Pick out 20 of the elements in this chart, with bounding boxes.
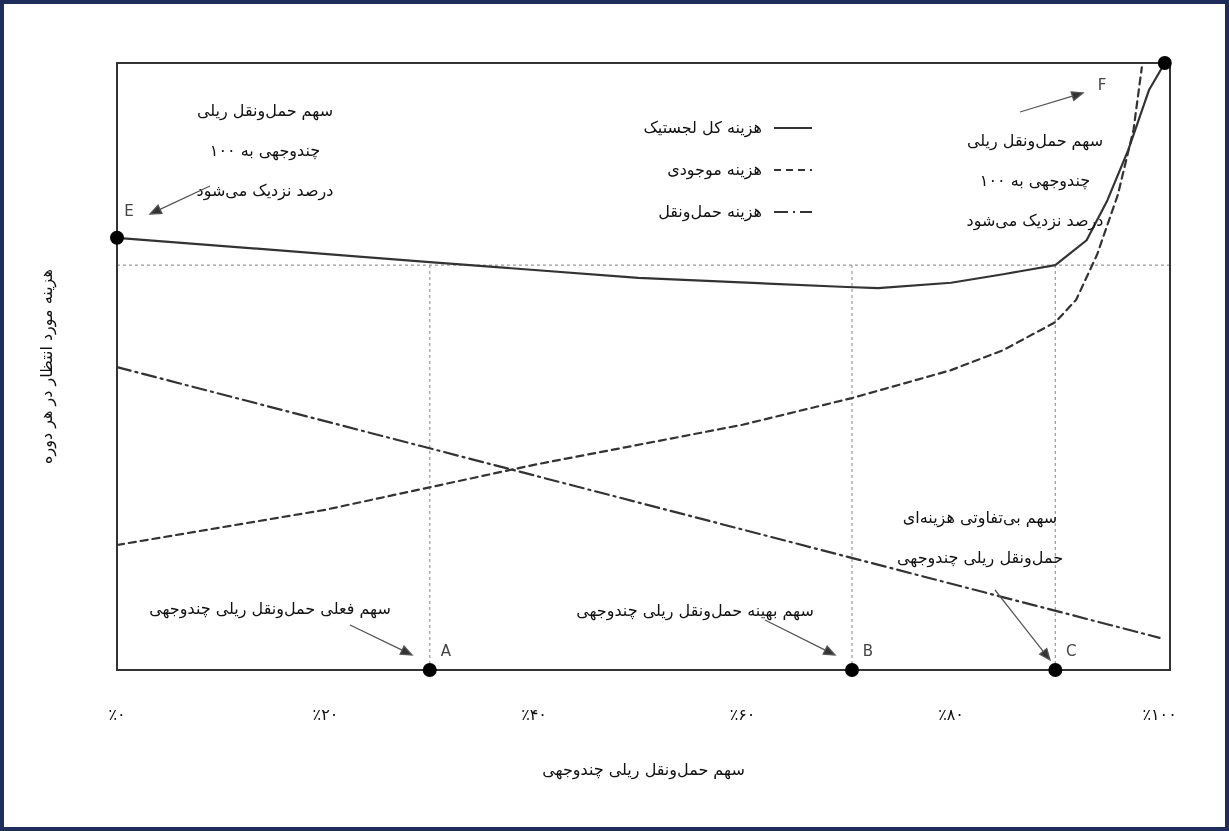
annotation: سهم بی‌تفاوتی هزینه‌ای حمل‌ونقل ریلی چندوجهی bbox=[896, 508, 1064, 567]
legend-label: هزینه موجودی bbox=[667, 160, 762, 180]
annotation: B bbox=[862, 642, 874, 660]
x-tick-label: ٪۸۰ bbox=[938, 705, 964, 724]
x-tick-label: ٪۴۰ bbox=[521, 705, 547, 724]
x-axis-title: سهم حمل‌ونقل ریلی چندوجهی bbox=[542, 760, 745, 780]
x-tick-label: ٪۲۰ bbox=[312, 705, 339, 724]
legend-label: هزینه کل لجستیک bbox=[643, 118, 762, 138]
x-tick-label: ٪۰ bbox=[108, 705, 126, 724]
annotation: C bbox=[1066, 642, 1077, 660]
x-tick-label: ٪۱۰۰ bbox=[1142, 705, 1177, 724]
legend-label: هزینه حمل‌ونقل bbox=[658, 202, 762, 222]
x-tick-label: ٪۶۰ bbox=[729, 705, 756, 724]
y-axis-title: هزینه مورد انتظار در هر دوره bbox=[37, 269, 57, 464]
annotation: سهم بهینه حمل‌ونقل ریلی چندوجهی bbox=[576, 601, 814, 620]
annotation: سهم فعلی حمل‌ونقل ریلی چندوجهی bbox=[149, 599, 391, 618]
annotation: سهم حمل‌ونقل ریلی چندوجهی به ۱۰۰ درصد نزدیک می‌شود bbox=[196, 101, 334, 200]
annotation: F bbox=[1097, 76, 1107, 94]
annotation: E bbox=[124, 201, 134, 220]
annotation: A bbox=[440, 642, 451, 660]
